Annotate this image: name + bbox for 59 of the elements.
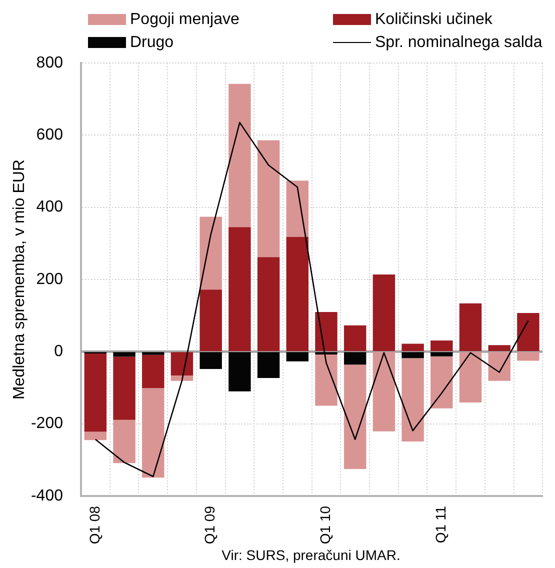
bar (430, 356, 453, 408)
legend-label: Drugo (130, 34, 174, 52)
y-tick-label: 600 (36, 126, 64, 144)
x-tick-label: Q1 09 (202, 506, 218, 544)
y-tick-label: 200 (36, 270, 64, 288)
bar (344, 325, 366, 352)
bar (257, 352, 280, 378)
y-tick-label: 0 (54, 343, 64, 360)
bar (488, 352, 510, 381)
bar (142, 352, 164, 355)
bar (517, 313, 540, 352)
legend-label: Količinski učinek (375, 10, 492, 28)
bar (459, 303, 482, 352)
bar (84, 353, 107, 432)
bar (402, 352, 424, 358)
bar (286, 352, 308, 362)
bar (315, 352, 338, 355)
y-tick-label: -200 (30, 415, 64, 432)
bar (228, 227, 251, 352)
bar (257, 140, 280, 258)
bar (286, 236, 308, 352)
bar (228, 352, 251, 392)
x-tick-label: Q1 10 (317, 506, 334, 544)
x-tick-label: Q1 11 (432, 506, 449, 544)
bar (488, 345, 510, 352)
bar (170, 352, 194, 376)
bar (286, 180, 308, 237)
x-tick-label: Q1 08 (86, 506, 102, 544)
legend-label: Pogoji menjave (130, 10, 240, 28)
bar (142, 388, 164, 478)
bar (315, 312, 338, 352)
bar (113, 420, 136, 464)
bar (315, 354, 338, 406)
y-tick-label: 800 (36, 54, 64, 72)
bar (372, 352, 396, 432)
legend-label: Spr. nominalnega salda (375, 34, 542, 52)
bar (517, 352, 540, 361)
y-axis-title: Medletna sprememba, v mio EUR (11, 159, 28, 400)
bar (113, 352, 136, 357)
bar (200, 352, 222, 369)
bar (113, 356, 136, 420)
bar (459, 352, 482, 403)
bar (372, 274, 396, 352)
bar (402, 344, 424, 352)
bar (344, 352, 366, 365)
bar (228, 84, 251, 228)
bar (200, 216, 222, 290)
bar (430, 340, 453, 352)
bar (170, 375, 194, 381)
bar (402, 358, 424, 442)
bar (200, 290, 222, 352)
text: Vir: SURS, preračuni UMAR. (220, 547, 402, 563)
bar (257, 257, 280, 352)
bar (430, 352, 453, 356)
y-tick-label: 400 (36, 198, 64, 216)
bar (142, 354, 164, 388)
y-tick-label: -400 (30, 487, 64, 504)
bar (84, 432, 107, 440)
bar (344, 364, 366, 469)
